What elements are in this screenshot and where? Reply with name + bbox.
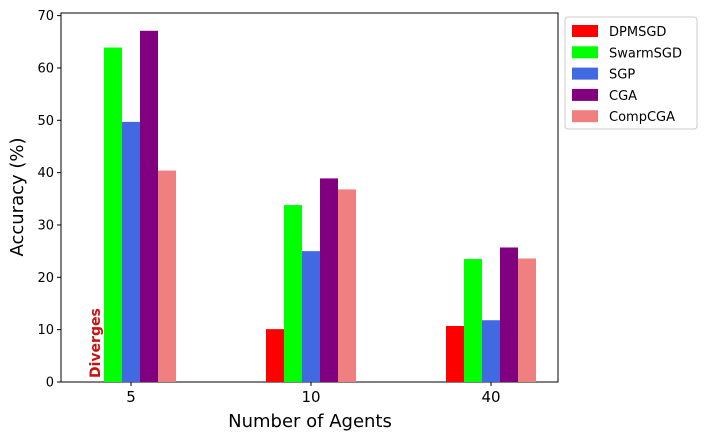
legend-label-swarmsgd: SwarmSGD <box>609 46 682 61</box>
legend-swatch-dpmsgd <box>572 25 598 37</box>
y-tick-label: 30 <box>37 218 54 233</box>
y-tick-label: 50 <box>37 114 54 129</box>
y-tick-label: 0 <box>46 376 54 391</box>
bar-sgp-10 <box>302 251 320 382</box>
legend-label-cga: CGA <box>609 89 637 104</box>
bar-compcga-5 <box>158 170 176 382</box>
bar-swarmsgd-40 <box>464 259 482 382</box>
bar-cga-40 <box>500 247 518 382</box>
y-tick-label: 10 <box>37 323 54 338</box>
legend-swatch-swarmsgd <box>572 46 598 59</box>
y-tick-label: 40 <box>37 166 54 181</box>
x-tick-label: 5 <box>126 388 136 406</box>
bar-sgp-40 <box>482 320 500 382</box>
legend-label-compcga: CompCGA <box>609 110 675 125</box>
legend-swatch-cga <box>572 88 598 101</box>
legend-frame <box>564 16 698 130</box>
x-tick-label: 10 <box>301 388 320 406</box>
legend-label-dpmsgd: DPMSGD <box>609 25 666 40</box>
y-tick-label: 70 <box>37 9 54 24</box>
plot-area <box>60 12 559 383</box>
x-axis-label: Number of Agents <box>228 411 392 432</box>
bar-cga-10 <box>320 178 338 382</box>
legend-swatch-compcga <box>572 110 598 123</box>
legend: DPMSGD SwarmSGD SGP CGA CompCGA <box>564 16 698 130</box>
y-tick-label: 60 <box>37 61 54 76</box>
y-axis-label: Accuracy (%) <box>7 137 28 256</box>
bar-swarmsgd-5 <box>104 47 122 383</box>
legend-swatch-sgp <box>572 67 598 80</box>
legend-label-sgp: SGP <box>609 68 635 83</box>
bar-compcga-10 <box>338 189 356 382</box>
bar-compcga-40 <box>518 258 536 382</box>
bar-swarmsgd-10 <box>284 205 302 382</box>
x-tick-label: 40 <box>481 388 500 406</box>
bar-sgp-5 <box>122 121 140 382</box>
bar-cga-5 <box>140 30 158 382</box>
bar-dpmsgd-40 <box>446 325 464 382</box>
y-tick-label: 20 <box>37 271 54 286</box>
bar-dpmsgd-10 <box>266 329 284 382</box>
diverges-annotation: Diverges <box>88 308 104 378</box>
